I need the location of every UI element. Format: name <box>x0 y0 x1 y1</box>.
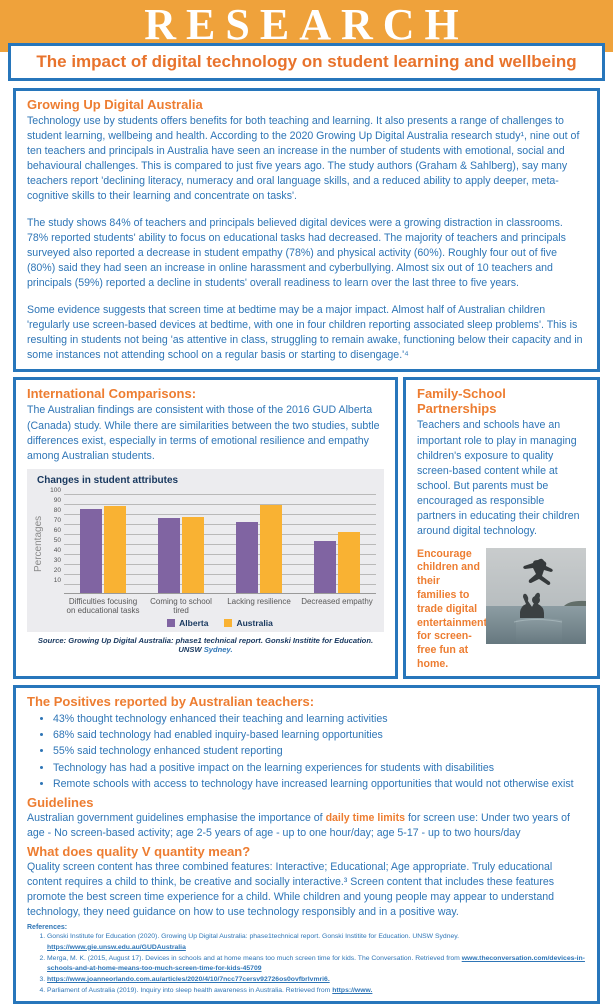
references-label: References: <box>27 923 68 931</box>
chart-source-link[interactable]: Sydney. <box>203 644 233 654</box>
chart-x-label: Decreased empathy <box>301 596 373 606</box>
growing-up-paragraph-2: The study shows 84% of teachers and prin… <box>27 217 566 290</box>
section-family-school: Family-School Partnerships Teachers and … <box>403 377 600 679</box>
chart-bar-group <box>314 531 360 593</box>
guidelines-paragraph: Australian government guidelines emphasi… <box>27 811 586 841</box>
student-attributes-chart: Changes in student attributes Percentage… <box>27 468 384 632</box>
chart-bar-australia <box>104 505 126 593</box>
reference-item: Gonski Institute for Education (2020). G… <box>47 932 586 954</box>
positives-bullet: Remote schools with access to technology… <box>53 776 586 792</box>
legend-label: Alberta <box>179 617 209 628</box>
legend-item-alberta: Alberta <box>167 618 208 628</box>
document-title-box: The impact of digital technology on stud… <box>8 43 605 81</box>
chart-y-tick: 30 <box>53 557 61 565</box>
growing-up-heading: Growing Up Digital Australia <box>27 97 203 112</box>
chart-x-label: Difficulties focusing on educational tas… <box>66 596 140 615</box>
chart-source-line: Source: Growing Up Digital Australia: ph… <box>27 636 384 654</box>
positives-list: 43% thought technology enhanced their te… <box>39 711 586 793</box>
reference-link[interactable]: https://www.joanneorlando.com.au/article… <box>47 976 330 984</box>
chart-bar-group <box>158 516 204 593</box>
chart-x-label: Lacking resilience <box>227 596 291 606</box>
family-callout: Encourage children and their families to… <box>417 547 488 670</box>
reference-item: https://www.joanneorlando.com.au/article… <box>47 975 586 986</box>
reference-text: Merga, M. K. (2015, August 17). Devices … <box>47 954 462 962</box>
chart-bar-alberta <box>314 540 336 593</box>
legend-swatch-icon <box>167 618 176 627</box>
chart-bar-australia <box>182 516 204 593</box>
chart-y-tick: 90 <box>53 497 61 505</box>
chart-y-tick: 60 <box>53 527 61 535</box>
legend-swatch-icon <box>224 618 233 627</box>
chart-x-labels: Difficulties focusing on educational tas… <box>64 594 376 615</box>
chart-y-tick: 80 <box>53 507 61 515</box>
reference-text: Parliament of Australia (2019). Inquiry … <box>47 987 333 995</box>
growing-up-paragraph-1: Technology use by students offers benefi… <box>27 115 580 203</box>
banner-title: RESEARCH <box>144 0 469 49</box>
chart-source-text: Source: Growing Up Digital Australia: ph… <box>37 635 374 654</box>
chart-bar-australia <box>338 531 360 593</box>
section-international-comparisons: International Comparisons: The Australia… <box>13 377 398 679</box>
international-heading: International Comparisons: <box>27 386 197 402</box>
document-title: The impact of digital technology on stud… <box>36 52 577 71</box>
chart-x-label: Coming to school tired <box>150 596 212 615</box>
chart-y-axis-label: Percentages <box>33 515 44 572</box>
legend-item-australia: Australia <box>224 617 273 628</box>
positives-bullet: Technology has had a positive impact on … <box>53 760 586 776</box>
chart-y-tick: 50 <box>53 537 61 545</box>
positives-heading: The Positives reported by Australian tea… <box>27 693 315 709</box>
section-growing-up-digital: Growing Up Digital Australia Technology … <box>13 88 600 373</box>
references-list: Gonski Institute for Education (2020). G… <box>27 932 586 997</box>
reference-link[interactable]: https://www.gie.unsw.edu.au/GUDAustralia <box>47 943 186 951</box>
guidelines-text-before: Australian government guidelines emphasi… <box>27 811 326 824</box>
chart-plot-area <box>64 493 376 594</box>
family-photo <box>486 547 586 644</box>
positives-bullet: 43% thought technology enhanced their te… <box>53 711 586 727</box>
chart-bar-group <box>236 504 282 593</box>
growing-up-paragraph-3: Some evidence suggests that screen time … <box>27 304 583 362</box>
chart-bar-group <box>80 505 126 593</box>
family-paragraph: Teachers and schools have an important r… <box>417 419 580 537</box>
international-paragraph: The Australian findings are consistent w… <box>27 404 380 462</box>
chart-y-tick: 20 <box>53 567 61 575</box>
reference-link[interactable]: https://www. <box>332 987 373 995</box>
quality-paragraph: Quality screen content has three combine… <box>27 860 555 918</box>
family-heading: Family-School Partnerships <box>417 386 506 417</box>
reference-item: Parliament of Australia (2019). Inquiry … <box>47 986 586 997</box>
positives-bullet: 55% said technology enhanced student rep… <box>53 743 586 759</box>
chart-legend: Alberta Australia <box>64 618 376 628</box>
chart-bar-australia <box>260 504 282 593</box>
chart-y-tick: 70 <box>53 517 61 525</box>
reference-item: Merga, M. K. (2015, August 17). Devices … <box>47 954 586 976</box>
chart-y-tick: 40 <box>53 547 61 555</box>
reference-text: Gonski Institute for Education (2020). G… <box>47 932 460 940</box>
legend-label: Australia <box>236 617 273 628</box>
section-positives: The Positives reported by Australian tea… <box>13 684 600 1004</box>
chart-y-tick: 10 <box>53 577 61 585</box>
chart-title: Changes in student attributes <box>37 474 179 486</box>
chart-y-ticks: 10 20 30 40 50 60 70 80 90 100 <box>44 487 64 594</box>
quality-heading: What does quality V quantity mean? <box>27 843 251 859</box>
chart-bar-alberta <box>236 521 258 593</box>
guidelines-highlight: daily time limits <box>325 811 406 824</box>
chart-bar-alberta <box>80 508 102 593</box>
guidelines-text-after: for screen use: Under two years of age -… <box>27 811 570 839</box>
positives-bullet: 68% said technology had enabled inquiry-… <box>53 727 586 743</box>
chart-y-tick: 100 <box>50 487 61 495</box>
guidelines-heading: Guidelines <box>27 794 94 810</box>
chart-bar-alberta <box>158 517 180 593</box>
